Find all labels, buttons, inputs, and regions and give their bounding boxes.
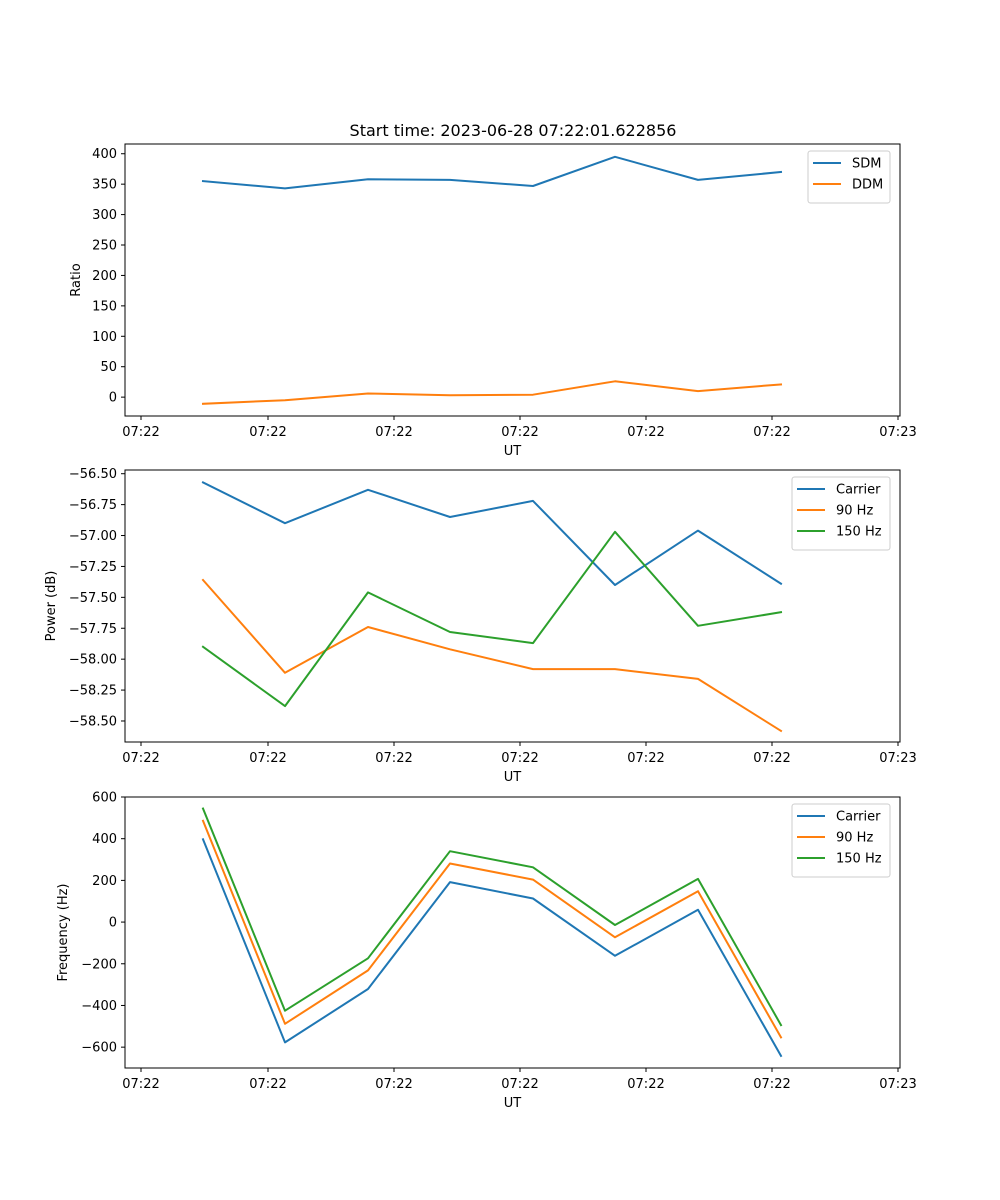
y-tick-label: 600 [92, 791, 117, 806]
y-tick-label: 50 [100, 360, 117, 375]
legend-label: Carrier [836, 483, 881, 498]
axes-frame [124, 143, 901, 417]
series-line-90-hz [201, 578, 783, 733]
y-tick-label: 300 [92, 208, 117, 223]
x-tick-label: 07:22 [501, 751, 538, 766]
y-axis-label: Power (dB) [44, 571, 59, 642]
panel-1: 0 50 100 150 200 250 300 350 400 07:22 07:22 07:22 0… [69, 143, 917, 459]
y-tick-label: −600 [81, 1041, 117, 1056]
x-axis-label: UT [504, 1096, 522, 1111]
x-tick-label: 07:22 [753, 425, 790, 440]
y-tick-label: 350 [92, 178, 117, 193]
y-tick-label: −56.50 [69, 467, 117, 482]
axes-frame [124, 796, 901, 1069]
legend: SDM DDM [807, 150, 891, 204]
x-tick-label: 07:22 [122, 425, 159, 440]
y-tick-label: 100 [92, 330, 117, 345]
legend-label: 150 Hz [836, 852, 882, 867]
x-tick-label: 07:22 [627, 1077, 664, 1092]
legend-label: 90 Hz [836, 831, 873, 846]
y-tick-label: −200 [81, 957, 117, 972]
x-tick-label: 07:22 [627, 751, 664, 766]
y-tick-label: −57.25 [69, 560, 117, 575]
y-tick-label: 200 [92, 269, 117, 284]
y-tick-label: −56.75 [69, 498, 117, 513]
y-tick-label: −58.50 [69, 714, 117, 729]
y-tick-label: −57.75 [69, 622, 117, 637]
x-tick-label: 07:22 [249, 1077, 286, 1092]
y-tick-label: 250 [92, 239, 117, 254]
series-line-90-hz [201, 819, 783, 1039]
y-tick-label: −57.50 [69, 591, 117, 606]
x-tick-label: 07:22 [501, 1077, 538, 1092]
y-tick-label: −400 [81, 999, 117, 1014]
legend-label: Carrier [836, 810, 881, 825]
x-tick-label: 07:22 [122, 751, 159, 766]
x-tick-label: 07:23 [879, 425, 916, 440]
x-axis-label: UT [504, 770, 522, 785]
y-tick-label: −57.00 [69, 529, 117, 544]
y-tick-label: 0 [109, 391, 117, 406]
series-line-carrier [201, 481, 783, 586]
legend: Carrier 90 Hz 150 Hz [791, 476, 891, 551]
x-tick-label: 07:22 [375, 1077, 412, 1092]
series-line-ddm [201, 380, 783, 405]
axes-frame [124, 469, 901, 743]
x-tick-label: 07:22 [375, 751, 412, 766]
series-line-150-hz [201, 530, 783, 708]
y-axis-label: Frequency (Hz) [56, 883, 71, 981]
y-tick-label: 0 [109, 916, 117, 931]
series-line-carrier [201, 837, 783, 1058]
y-axis-label: Ratio [69, 263, 84, 296]
y-tick-label: 400 [92, 147, 117, 162]
panel-3: −600 −400 −200 0 200 400 600 07:22 07:22 07:22 07:… [56, 791, 917, 1112]
x-tick-label: 07:22 [122, 1077, 159, 1092]
x-tick-label: 07:22 [501, 425, 538, 440]
x-tick-label: 07:22 [249, 425, 286, 440]
x-tick-label: 07:22 [249, 751, 286, 766]
x-tick-label: 07:23 [879, 1077, 916, 1092]
legend-label: SDM [852, 157, 881, 172]
x-axis-label: UT [504, 444, 522, 459]
legend-label: 90 Hz [836, 504, 873, 519]
series-line-sdm [201, 155, 783, 190]
panel-2: −56.50 −56.75 −57.00 −57.25 −57.50 −57.75 −58.… [44, 467, 917, 785]
legend-label: DDM [852, 178, 883, 193]
x-tick-label: 07:22 [753, 751, 790, 766]
y-tick-label: −58.25 [69, 684, 117, 699]
x-tick-label: 07:22 [753, 1077, 790, 1092]
legend-label: 150 Hz [836, 525, 882, 540]
figure-title: Start time: 2023-06-28 07:22:01.622856 [350, 121, 677, 140]
x-tick-label: 07:23 [879, 751, 916, 766]
legend: Carrier 90 Hz 150 Hz [791, 803, 891, 878]
series-line-150-hz [201, 807, 783, 1027]
x-tick-label: 07:22 [627, 425, 664, 440]
y-tick-label: 200 [92, 874, 117, 889]
y-tick-label: 150 [92, 299, 117, 314]
y-tick-label: 400 [92, 832, 117, 847]
x-tick-label: 07:22 [375, 425, 412, 440]
y-tick-label: −58.00 [69, 653, 117, 668]
